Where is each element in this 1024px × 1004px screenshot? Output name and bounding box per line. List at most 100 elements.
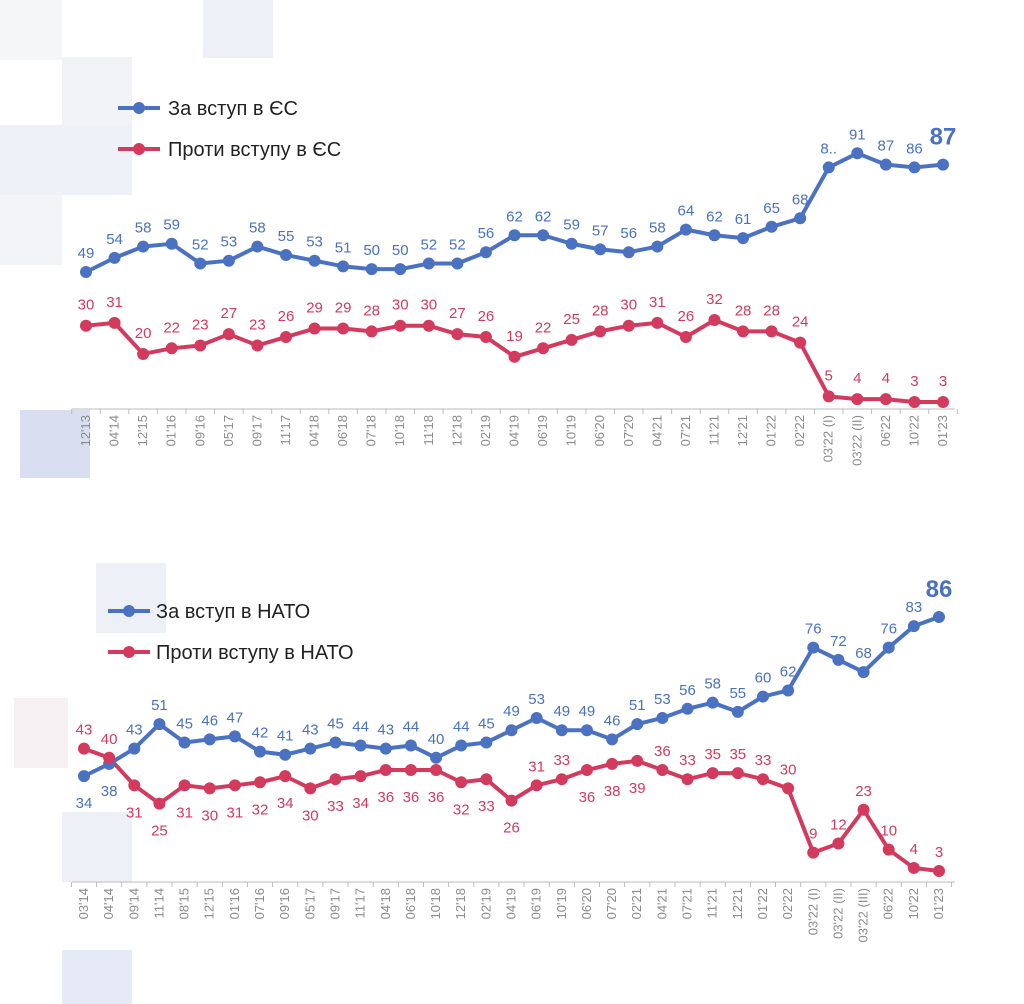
decor-square — [96, 563, 166, 633]
x-tick-label: 12'21 — [730, 888, 745, 919]
x-tick-label: 03'22 (III) — [856, 888, 871, 943]
data-point — [365, 263, 378, 276]
data-point — [731, 705, 744, 718]
data-label: 53 — [654, 691, 671, 708]
data-label: 30 — [420, 297, 437, 314]
data-point — [679, 331, 692, 343]
data-label: 36 — [579, 789, 596, 806]
x-tick-label: 03'22 (II) — [849, 415, 864, 466]
decor-square — [62, 812, 132, 882]
data-label: 31 — [528, 758, 545, 775]
data-point — [782, 684, 795, 697]
data-point — [251, 339, 264, 352]
data-point — [882, 641, 895, 654]
x-tick-label: 09'16 — [192, 415, 207, 446]
data-point — [606, 757, 619, 770]
data-point — [765, 220, 778, 233]
data-label: 26 — [278, 308, 295, 325]
data-label: 26 — [678, 308, 695, 325]
data-point — [354, 739, 367, 752]
data-point — [851, 393, 864, 406]
x-tick-label: 11'21 — [705, 888, 720, 918]
data-point — [580, 724, 593, 737]
x-tick-label: 01'16 — [164, 415, 179, 446]
data-point — [479, 331, 492, 343]
x-tick-label: 11'21 — [706, 415, 721, 445]
data-label: 52 — [192, 237, 209, 254]
data-label: 27 — [449, 305, 466, 322]
x-tick-label: 06'22 — [878, 415, 893, 446]
x-tick-label: 02'19 — [478, 415, 493, 446]
data-point — [765, 325, 778, 338]
data-point — [337, 322, 350, 335]
data-point — [505, 794, 518, 807]
data-point — [794, 212, 807, 225]
data-point — [137, 240, 150, 253]
eu-legend-for-label: За вступ в ЄС — [168, 98, 298, 120]
data-label: 59 — [563, 217, 580, 234]
data-label: 33 — [553, 752, 570, 769]
x-tick-label: 02'21 — [629, 888, 644, 919]
data-label: 83 — [906, 599, 923, 616]
x-tick-label: 10'22 — [906, 888, 921, 919]
data-point — [879, 158, 892, 171]
data-label: 72 — [830, 633, 847, 650]
data-point — [308, 254, 321, 267]
data-point — [555, 724, 568, 737]
data-label: 12 — [830, 816, 847, 833]
data-point — [354, 770, 367, 783]
data-label: 29 — [306, 300, 323, 317]
data-label: 36 — [377, 789, 394, 806]
x-tick-label: 09'16 — [277, 888, 292, 919]
data-label: 25 — [563, 311, 580, 328]
data-label: 8.. — [820, 140, 837, 157]
data-label: 58 — [649, 220, 666, 237]
data-point — [537, 342, 550, 355]
data-label: 31 — [176, 804, 193, 821]
x-tick-label: 11'18 — [421, 415, 436, 445]
data-point — [737, 232, 750, 245]
data-label: 3 — [935, 844, 943, 861]
data-label: 62 — [535, 208, 552, 225]
data-label: 45 — [478, 715, 495, 732]
data-point — [807, 641, 820, 654]
x-tick-label: 05'17 — [221, 415, 236, 446]
x-tick-label: 07'20 — [621, 415, 636, 446]
data-label: 43 — [302, 722, 319, 739]
data-label: 47 — [227, 709, 244, 726]
data-point — [379, 764, 392, 777]
x-tick-label: 02'19 — [478, 888, 493, 919]
data-point — [794, 336, 807, 349]
x-tick-label: 07'20 — [604, 888, 619, 919]
data-point — [565, 333, 578, 346]
data-point — [78, 742, 90, 755]
data-label: 9 — [809, 826, 817, 843]
data-point — [933, 865, 945, 877]
data-label: 68 — [792, 191, 809, 208]
data-point — [279, 249, 292, 262]
data-label: 5 — [825, 367, 833, 384]
x-tick-label: 04'21 — [649, 415, 664, 446]
data-point — [857, 803, 870, 816]
data-label: 23 — [249, 316, 266, 333]
x-tick-label: 09'17 — [327, 888, 342, 919]
data-point — [228, 779, 241, 792]
data-label: 30 — [78, 297, 95, 314]
data-point — [178, 736, 191, 749]
data-label: 23 — [192, 316, 209, 333]
data-point — [165, 237, 178, 250]
data-label: 33 — [327, 798, 344, 815]
decor-square — [0, 0, 62, 60]
data-label: 87 — [878, 138, 895, 155]
nato-legend-for-marker — [123, 605, 135, 617]
data-point — [807, 846, 820, 859]
data-point — [103, 751, 116, 764]
data-point — [537, 229, 550, 242]
data-point — [254, 745, 267, 758]
x-tick-label: 03'22 (I) — [821, 415, 836, 462]
nato-legend-against-label: Проти вступу в НАТО — [156, 642, 354, 664]
x-tick-label: 12'15 — [135, 415, 150, 446]
data-label: 56 — [620, 225, 637, 242]
